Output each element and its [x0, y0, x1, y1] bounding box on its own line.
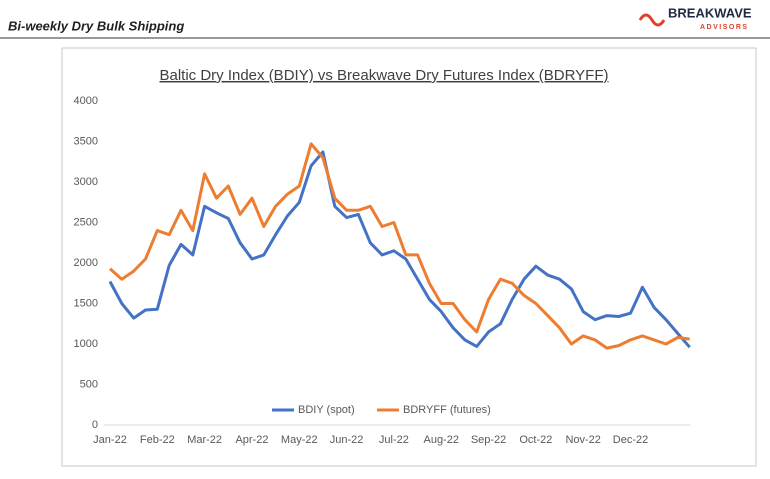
x-tick-label: Jul-22	[379, 434, 409, 446]
y-tick-label: 3500	[74, 135, 98, 147]
y-tick-label: 1500	[74, 297, 98, 309]
header-title: Bi-weekly Dry Bulk Shipping	[8, 18, 184, 33]
x-tick-label: Oct-22	[519, 434, 552, 446]
chart-title: Baltic Dry Index (BDIY) vs Breakwave Dry…	[159, 67, 608, 84]
x-tick-label: Apr-22	[235, 434, 268, 446]
legend-label: BDIY (spot)	[298, 404, 355, 416]
chart-frame	[61, 47, 757, 467]
x-tick-label: May-22	[281, 434, 318, 446]
y-tick-label: 2500	[74, 216, 98, 228]
y-tick-label: 3000	[74, 176, 98, 188]
y-tick-label: 2000	[74, 257, 98, 269]
x-tick-label: Mar-22	[187, 434, 222, 446]
x-tick-label: Sep-22	[471, 434, 506, 446]
series-line	[109, 142, 690, 350]
x-tick-label: Dec-22	[613, 434, 648, 446]
y-tick-label: 1000	[74, 338, 98, 350]
y-tick-label: 4000	[74, 95, 98, 107]
x-tick-label: Jan-22	[93, 434, 127, 446]
logo-sub: ADVISORS	[700, 24, 749, 31]
x-tick-label: Nov-22	[565, 434, 600, 446]
y-tick-label: 0	[92, 419, 98, 431]
x-tick-label: Aug-22	[423, 434, 458, 446]
logo-icon	[638, 13, 666, 27]
x-tick-label: Jun-22	[330, 434, 364, 446]
series-line	[108, 150, 691, 349]
logo-text: BREAKWAVE	[668, 5, 752, 20]
legend-label: BDRYFF (futures)	[403, 404, 491, 416]
x-tick-label: Feb-22	[140, 434, 175, 446]
y-tick-label: 500	[80, 378, 98, 390]
